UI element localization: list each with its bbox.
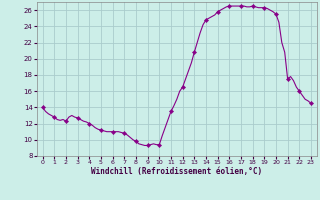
X-axis label: Windchill (Refroidissement éolien,°C): Windchill (Refroidissement éolien,°C) bbox=[91, 167, 262, 176]
